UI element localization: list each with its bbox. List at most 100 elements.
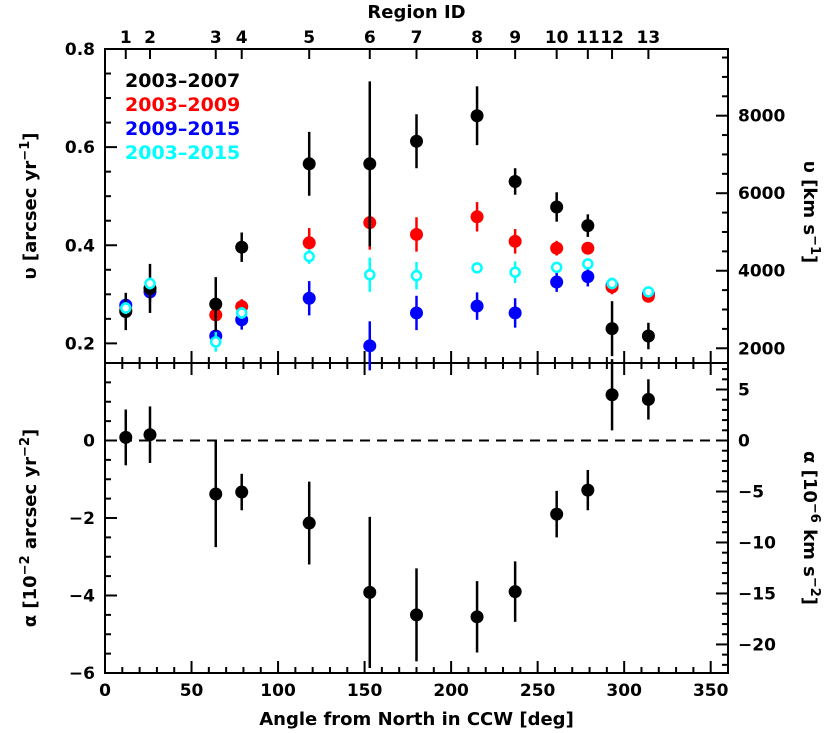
region-id-label: 13 xyxy=(637,28,661,48)
region-id-label: 11 xyxy=(576,28,600,48)
velocity-series-1-point xyxy=(581,241,595,255)
velocity-series-3-point xyxy=(235,307,248,319)
velocity-series-3-point xyxy=(606,277,618,290)
x-tick-label: 300 xyxy=(606,681,642,701)
acceleration-series-0-point xyxy=(235,485,249,499)
velocity-series-2-point xyxy=(581,270,595,284)
right-y-tick-label: 6000 xyxy=(738,184,785,204)
acceleration-series-0-point xyxy=(410,608,423,622)
acceleration-series-0-point xyxy=(302,516,316,530)
acceleration-series-0-point xyxy=(550,507,564,521)
velocity-series-0-point xyxy=(410,134,423,148)
region-id-label: 9 xyxy=(509,28,521,48)
velocity-series-1-point xyxy=(470,210,484,224)
x-tick-label: 50 xyxy=(180,681,204,701)
y-tick-label: −2 xyxy=(69,509,95,529)
x-tick-label: 100 xyxy=(260,681,296,701)
x-tick-label: 0 xyxy=(99,681,111,701)
velocity-series-0-point xyxy=(363,157,377,171)
velocity-series-3-point xyxy=(210,336,222,348)
velocity-series-3-point xyxy=(410,269,423,282)
y-tick-label: 0.4 xyxy=(65,236,95,256)
velocity-series-0-point xyxy=(550,200,564,214)
region-id-label: 1 xyxy=(120,28,132,48)
y-tick-label: 0.6 xyxy=(65,138,95,158)
acceleration-series-0-point xyxy=(119,430,133,444)
legend-entry: 2003–2015 xyxy=(125,142,240,164)
region-id-label: 7 xyxy=(411,28,423,48)
data-layer xyxy=(119,81,655,668)
legend-entry: 2003–2009 xyxy=(125,94,240,116)
right-y-tick-label: −15 xyxy=(738,584,776,604)
velocity-series-1-point xyxy=(410,227,423,241)
right-y-tick-label: −5 xyxy=(738,482,764,502)
velocity-series-3-point xyxy=(364,268,376,281)
top-axis-label: Region ID xyxy=(367,2,465,23)
acceleration-series-0-point xyxy=(605,388,619,402)
x-tick-label: 200 xyxy=(433,681,469,701)
velocity-series-2-point xyxy=(302,291,316,305)
right-y-tick-label: 0 xyxy=(738,432,750,452)
x-axis-label: Angle from North in CCW [deg] xyxy=(259,709,574,730)
region-id-label: 6 xyxy=(364,28,376,48)
region-id-label: 12 xyxy=(600,28,624,48)
velocity-series-3-point xyxy=(471,262,483,274)
y-axis-label-top: υ [arcsec yr−1] xyxy=(18,133,41,280)
velocity-series-3-point xyxy=(550,261,563,274)
velocity-series-0-point xyxy=(302,157,316,171)
right-y-tick-label: −10 xyxy=(738,533,776,553)
acceleration-series-0-point xyxy=(581,483,595,497)
y-tick-label: 0.2 xyxy=(65,334,95,354)
velocity-series-0-point xyxy=(605,322,619,336)
velocity-series-1-point xyxy=(302,236,316,250)
legend-entry: 2003–2007 xyxy=(125,70,240,92)
region-id-label: 8 xyxy=(471,28,483,48)
right-y-axis-label-top: υ [km s−1] xyxy=(799,161,822,264)
velocity-series-3-point xyxy=(144,277,156,290)
legend-entry: 2009–2015 xyxy=(125,118,240,140)
velocity-series-3-point xyxy=(642,286,655,298)
region-id-label: 5 xyxy=(303,28,315,48)
right-y-tick-label: 5 xyxy=(738,381,750,401)
right-y-tick-label: 2000 xyxy=(738,339,785,359)
y-tick-label: 0.8 xyxy=(65,40,95,60)
y-tick-label: 0 xyxy=(83,432,95,452)
right-y-tick-label: 4000 xyxy=(738,262,785,282)
velocity-series-3-point xyxy=(120,302,132,314)
y-tick-label: −4 xyxy=(69,587,95,607)
velocity-series-2-point xyxy=(508,306,522,320)
velocity-series-0-point xyxy=(641,329,655,343)
acceleration-series-0-point xyxy=(143,428,157,442)
velocity-series-3-point xyxy=(582,258,594,270)
y-axis-label-bottom: α [10−2 arcsec yr−2] xyxy=(18,429,41,628)
velocity-series-0-point xyxy=(508,174,522,188)
region-id-label: 2 xyxy=(144,28,156,48)
acceleration-series-0-point xyxy=(508,585,522,599)
velocity-series-0-point xyxy=(235,240,249,254)
acceleration-series-0-point xyxy=(209,487,223,501)
x-tick-label: 350 xyxy=(693,681,729,701)
acceleration-series-0-point xyxy=(641,392,655,406)
region-id-label: 3 xyxy=(210,28,222,48)
region-id-label: 10 xyxy=(545,28,569,48)
velocity-series-0-point xyxy=(581,219,595,233)
velocity-series-1-point xyxy=(508,234,522,248)
velocity-series-2-point xyxy=(550,275,564,289)
velocity-series-2-point xyxy=(410,306,423,320)
velocity-series-2-point xyxy=(363,339,377,353)
right-y-tick-label: 8000 xyxy=(738,107,785,127)
velocity-series-1-point xyxy=(550,241,564,255)
velocity-series-3-point xyxy=(303,250,315,263)
velocity-series-2-point xyxy=(470,299,484,313)
right-y-axis-label-bottom: α [10−6 km s−2] xyxy=(799,451,822,605)
right-y-tick-label: −20 xyxy=(738,635,776,655)
acceleration-series-0-point xyxy=(470,610,484,624)
velocity-series-3-point xyxy=(509,266,521,278)
x-tick-label: 150 xyxy=(347,681,383,701)
velocity-series-0-point xyxy=(470,109,484,123)
y-tick-label: −6 xyxy=(69,664,95,684)
region-id-label: 4 xyxy=(236,28,248,48)
acceleration-series-0-point xyxy=(363,585,377,599)
